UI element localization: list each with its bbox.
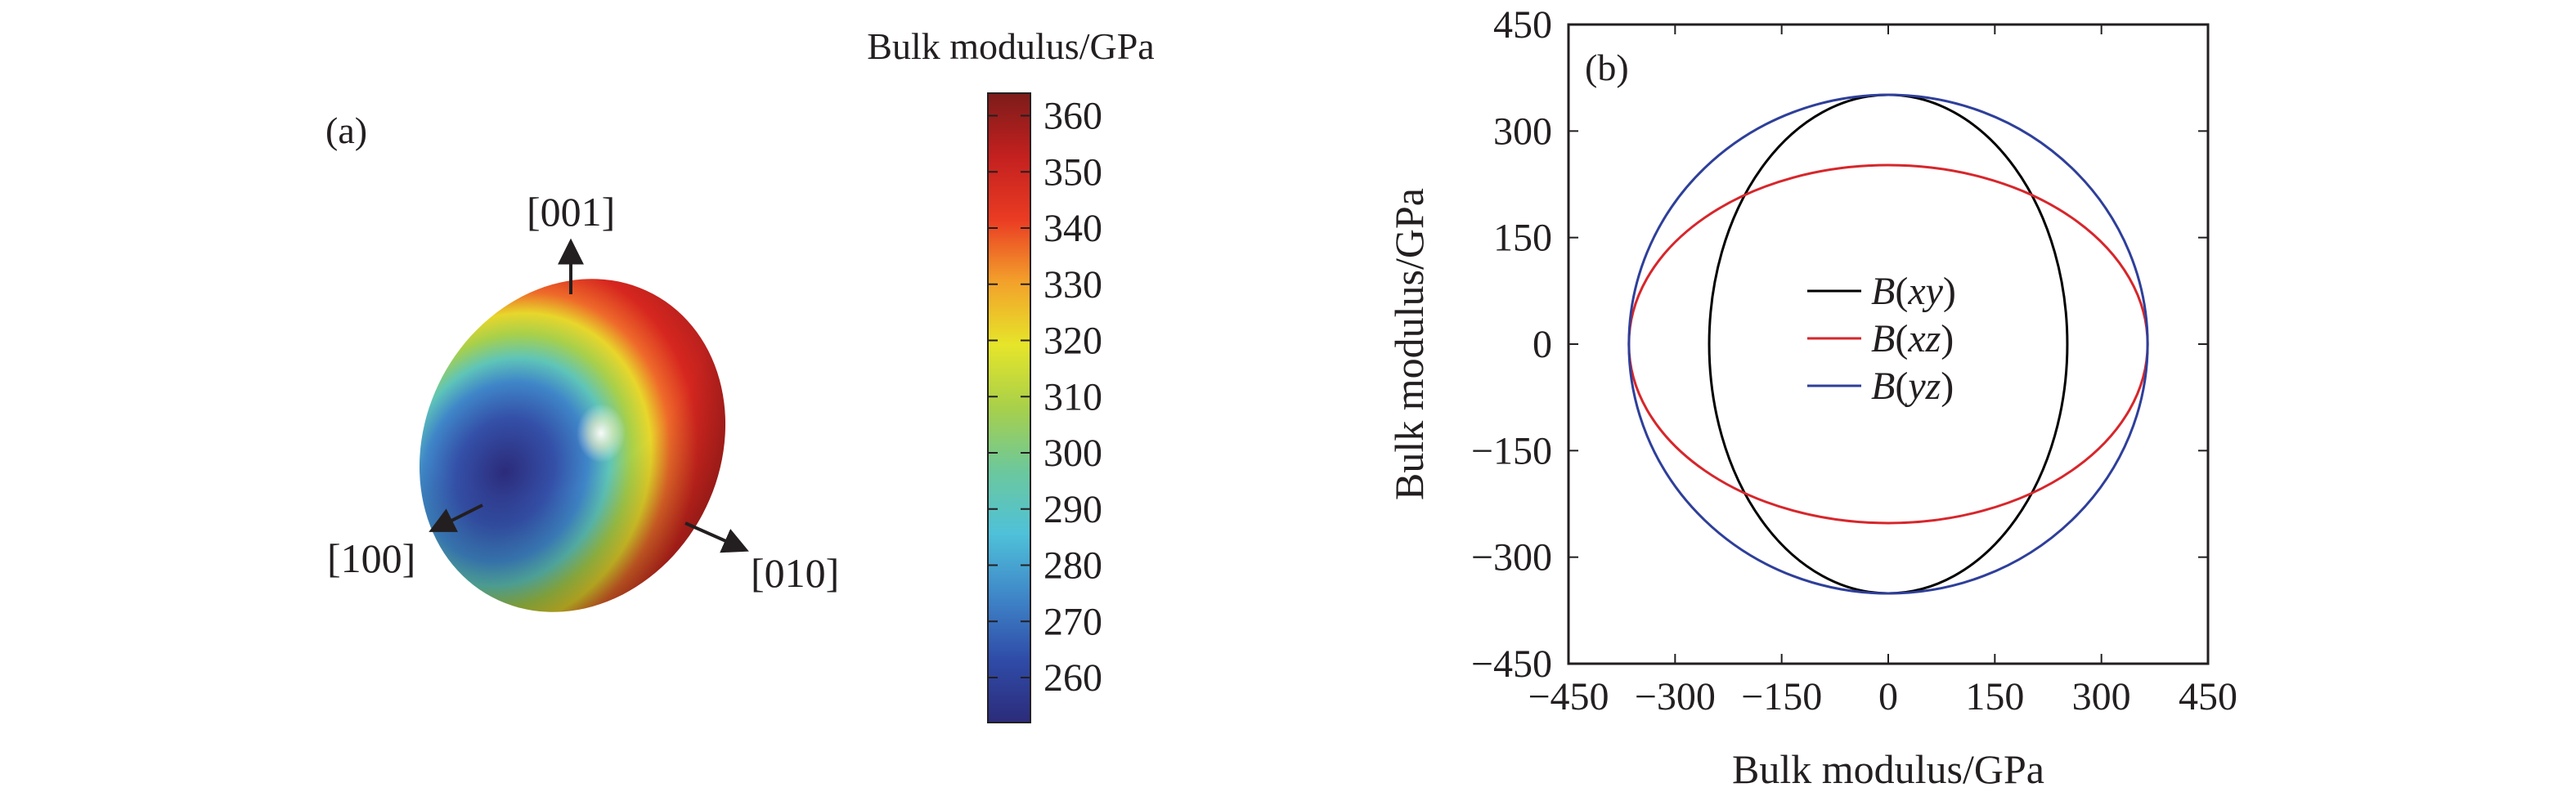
colorbar-tick-label: 270 [1043, 600, 1102, 643]
bulk-modulus-surface [419, 279, 726, 612]
y-tick-label: 300 [1493, 110, 1552, 153]
panel-a: (a) [001] [100] [010] Bulk modulus/GPa 2… [325, 25, 1155, 723]
colorbar-title: Bulk modulus/GPa [867, 25, 1154, 67]
x-tick-label: −450 [1528, 675, 1609, 718]
x-tick-label: −300 [1635, 675, 1716, 718]
legend: B(xy)B(xz) B(yz) [1807, 270, 1956, 408]
colorbar-tick-label: 260 [1043, 656, 1102, 700]
colorbar-tick-label: 280 [1043, 544, 1102, 588]
x-axis-label: Bulk modulus/GPa [1732, 746, 2044, 792]
legend-label: B(yz) [1871, 365, 1954, 408]
colorbar-tick-label: 300 [1043, 432, 1102, 475]
panel-b: (b) −450 −300 −150 0 150 300 450 −450 −300 −150 0 1… [1386, 3, 2237, 792]
x-tick-label: −150 [1741, 675, 1822, 718]
direction-label-001: [001] [527, 189, 615, 235]
legend-label: B(xy) [1871, 270, 1956, 313]
y-tick-label: −300 [1471, 536, 1552, 579]
direction-label-100: [100] [327, 535, 415, 581]
arrow-010 [684, 521, 749, 553]
colorbar-tick-label: 330 [1043, 263, 1102, 307]
legend-label: B(xz) [1871, 317, 1954, 360]
colorbar-tick-label: 310 [1043, 375, 1102, 418]
series-curve-B(yz) [1627, 93, 2149, 595]
colorbar-ticks: 260 270 280 290 300 310 320 330 340 350 360 [988, 95, 1102, 700]
colorbar-tick-label: 350 [1043, 150, 1102, 194]
colorbar-tick-label: 360 [1043, 95, 1102, 138]
y-axis-label: Bulk modulus/GPa [1386, 188, 1432, 500]
direction-label-010: [010] [751, 550, 839, 596]
y-tick-label: −450 [1471, 642, 1552, 686]
surface-shading [419, 279, 726, 612]
y-tick-label: 0 [1533, 323, 1552, 366]
colorbar-tick-label: 290 [1043, 488, 1102, 531]
x-tick-label: 0 [1878, 675, 1898, 718]
colorbar-tick-label: 340 [1043, 207, 1102, 250]
x-tick-label: 150 [1965, 675, 2024, 718]
colorbar [987, 92, 1031, 723]
colorbar-tick-label: 320 [1043, 320, 1102, 363]
surface-highlight [577, 404, 626, 463]
y-tick-label: −150 [1471, 429, 1552, 472]
series-curves [1627, 93, 2149, 595]
y-tick-label: 150 [1493, 217, 1552, 260]
panel-a-label: (a) [325, 110, 367, 151]
x-tick-label: 450 [2179, 675, 2237, 718]
arrow-100 [429, 503, 483, 532]
axis-ticks: −450 −300 −150 0 150 300 450 −450 −300 −150 0 150 30… [1471, 3, 2237, 718]
y-tick-label: 450 [1493, 3, 1552, 47]
panel-b-label: (b) [1585, 47, 1629, 88]
x-tick-label: 300 [2072, 675, 2131, 718]
